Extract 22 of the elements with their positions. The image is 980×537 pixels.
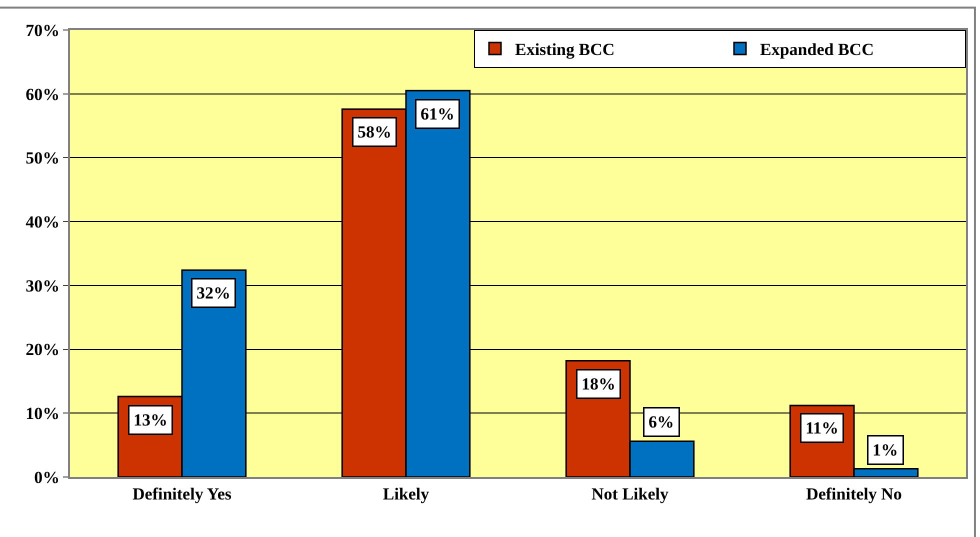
y-tick-label: 70% [26, 20, 60, 40]
data-label: 13% [134, 410, 168, 430]
data-label: 11% [806, 418, 839, 438]
y-tick-label: 20% [26, 340, 60, 360]
y-tick-label: 40% [26, 212, 60, 232]
x-tick-label: Not Likely [592, 484, 669, 504]
y-tick-label: 10% [26, 404, 60, 424]
data-label: 18% [582, 374, 616, 394]
y-tick-label: 60% [26, 84, 60, 104]
x-tick-label: Definitely No [806, 484, 902, 504]
x-tick-label: Definitely Yes [132, 484, 232, 504]
x-tick-label: Likely [382, 484, 430, 504]
data-label: 61% [420, 104, 454, 124]
y-tick-label: 0% [34, 468, 60, 487]
data-label: 6% [648, 412, 674, 432]
data-label: 1% [872, 440, 898, 460]
legend-label: Existing BCC [515, 40, 615, 60]
data-label: 32% [196, 284, 230, 302]
legend-label: Expanded BCC [760, 40, 874, 60]
y-tick-label: 50% [26, 148, 60, 168]
y-tick-label: 30% [26, 276, 60, 296]
data-label: 58% [358, 122, 392, 142]
